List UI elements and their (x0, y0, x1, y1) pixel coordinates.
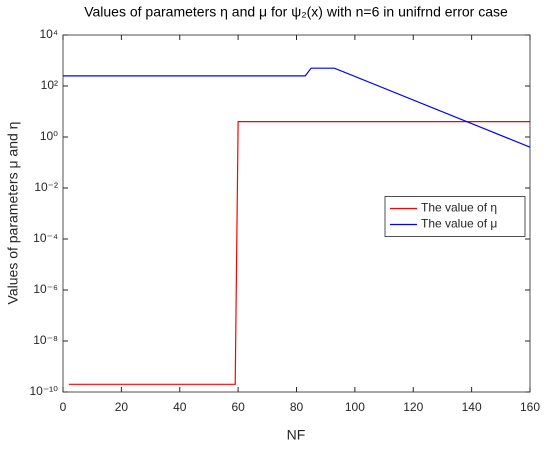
legend-label: The value of η (421, 201, 497, 215)
y-tick-label: 10⁻¹⁰ (30, 384, 59, 398)
x-tick-label: 160 (520, 400, 540, 414)
x-tick-label: 80 (290, 400, 304, 414)
x-tick-label: 120 (403, 400, 423, 414)
y-tick-label: 10⁰ (40, 129, 58, 143)
legend-box (384, 196, 526, 237)
y-axis-label: Values of parameters μ and η (5, 122, 21, 305)
series-line (68, 121, 530, 385)
plot-frame (62, 34, 531, 393)
y-tick-label: 10⁴ (39, 27, 58, 41)
y-tick-label: 10² (41, 78, 58, 92)
series-line (63, 67, 531, 148)
x-tick-label: 0 (60, 400, 67, 414)
chart-title: Values of parameters η and μ for ψ₂(x) w… (84, 4, 508, 20)
y-tick-label: 10⁻⁴ (33, 231, 58, 245)
y-tick-label: 10⁻⁶ (33, 282, 58, 296)
x-axis-label: NF (287, 427, 306, 443)
y-tick-label: 10⁻⁸ (33, 333, 58, 347)
x-tick-label: 60 (231, 400, 245, 414)
y-tick-label: 10⁻² (34, 180, 58, 194)
x-tick-label: 100 (345, 400, 365, 414)
legend-label: The value of μ (421, 217, 497, 231)
x-tick-label: 140 (462, 400, 482, 414)
x-tick-label: 20 (115, 400, 129, 414)
x-tick-label: 40 (173, 400, 187, 414)
